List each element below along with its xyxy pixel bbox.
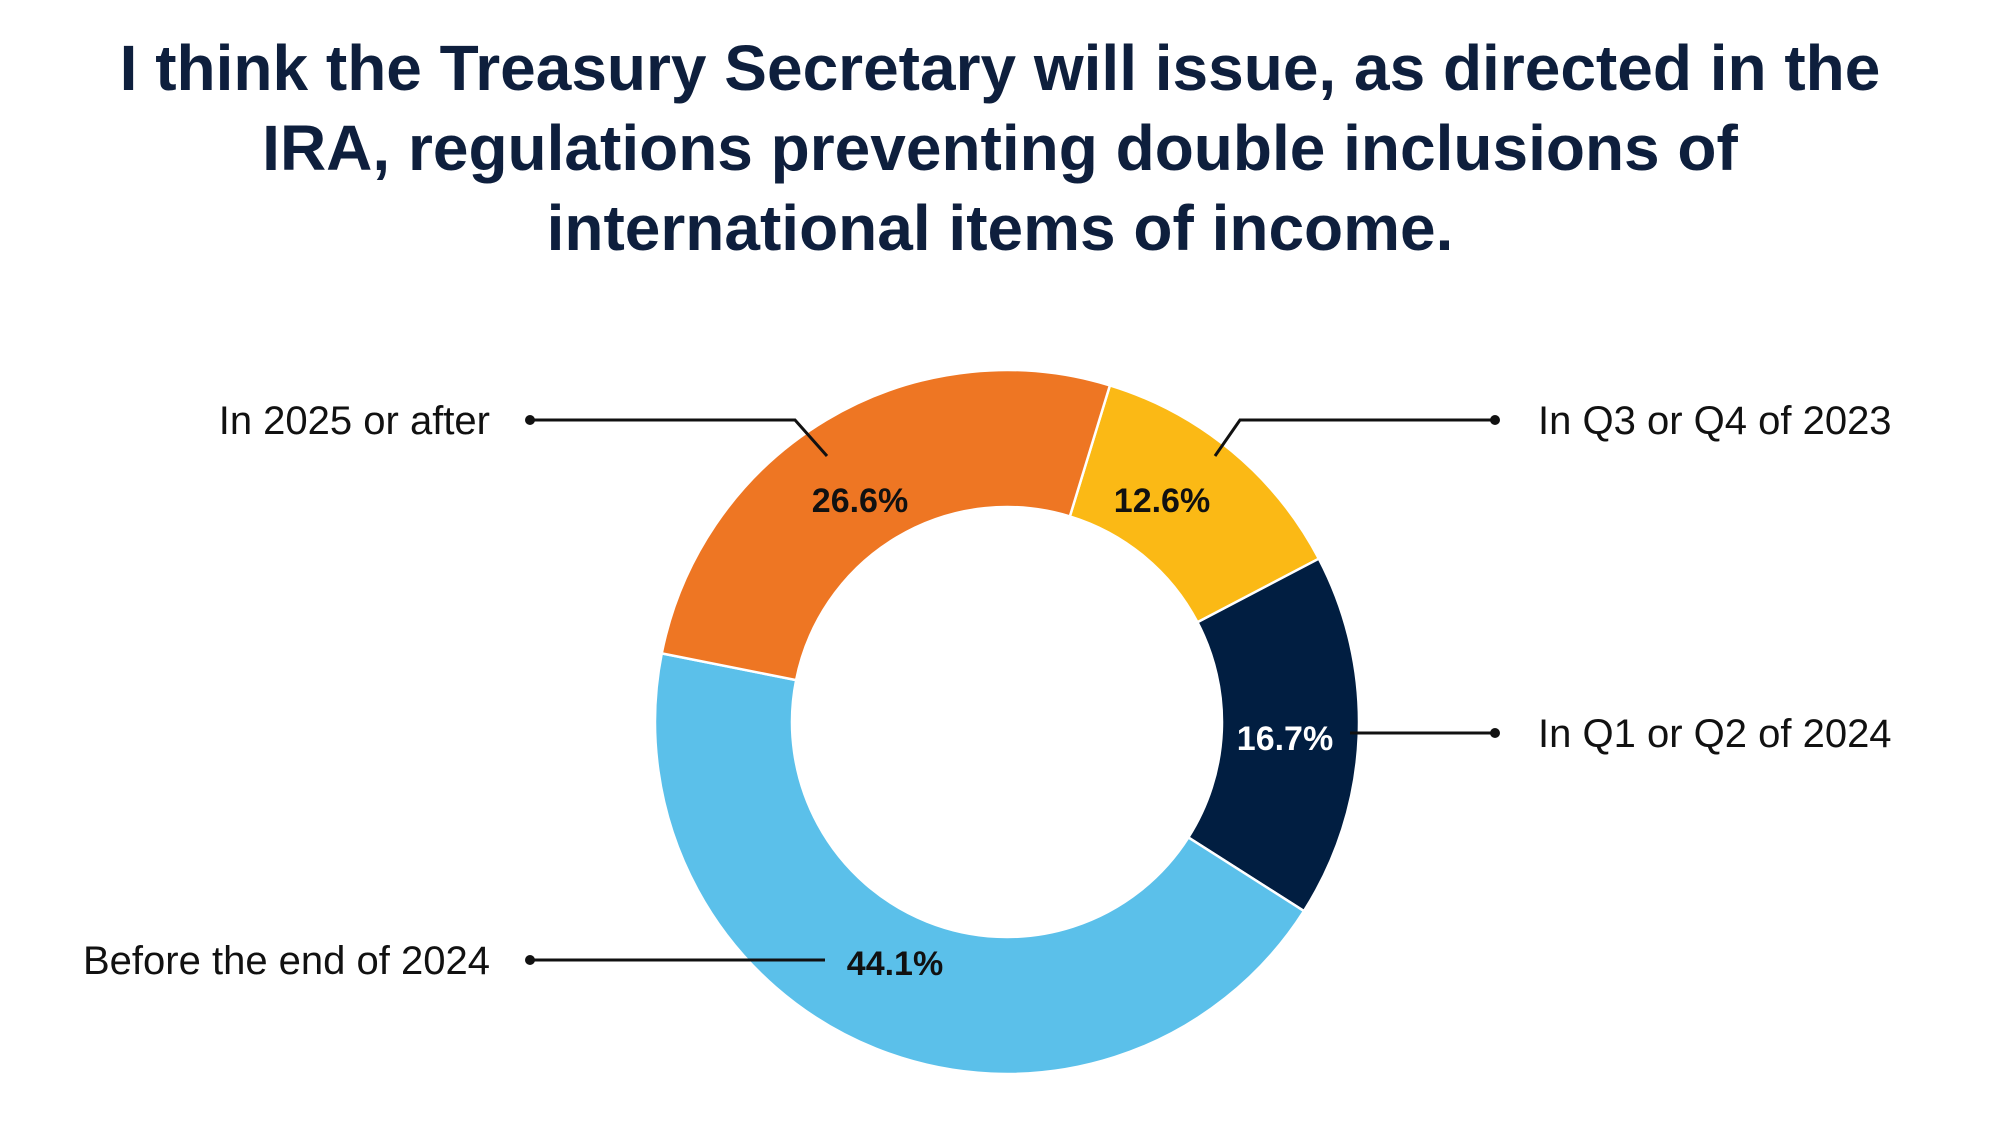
callout-group: In Q3 or Q4 of 2023 In Q1 or Q2 of 2024 Be… <box>83 399 1892 983</box>
callout-dot-in-q1-or-q2-of-2024 <box>1490 728 1500 738</box>
slice-in-2025-or-after <box>660 368 1112 682</box>
callout-line-in-2025-or-after <box>530 418 829 457</box>
slice-group <box>653 368 1361 1076</box>
callout-line-in-q3-or-q4-of-2023 <box>1213 418 1495 457</box>
callout-dot-in-2025-or-after <box>525 415 535 425</box>
value-label-in-q1-or-q2-of-2024: 16.7% <box>1237 720 1333 758</box>
callout-dot-before-the-end-of-2024 <box>525 955 535 965</box>
slice-in-q1-or-q2-of-2024 <box>1186 557 1361 913</box>
category-label-in-q3-or-q4-of-2023: In Q3 or Q4 of 2023 <box>1538 399 1892 443</box>
category-label-in-q1-or-q2-of-2024: In Q1 or Q2 of 2024 <box>1538 712 1892 756</box>
slice-before-the-end-of-2024 <box>653 651 1306 1076</box>
value-label-before-the-end-of-2024: 44.1% <box>847 945 943 983</box>
chart-title: I think the Treasury Secretary will issu… <box>119 32 1881 264</box>
category-label-before-the-end-of-2024: Before the end of 2024 <box>83 939 490 983</box>
value-label-group: 12.6% 16.7% 44.1% 26.6% <box>812 482 1333 983</box>
category-label-in-2025-or-after: In 2025 or after <box>219 399 490 443</box>
callout-dot-in-q3-or-q4-of-2023 <box>1490 415 1500 425</box>
value-label-in-2025-or-after: 26.6% <box>812 482 908 520</box>
value-label-in-q3-or-q4-of-2023: 12.6% <box>1114 482 1210 520</box>
